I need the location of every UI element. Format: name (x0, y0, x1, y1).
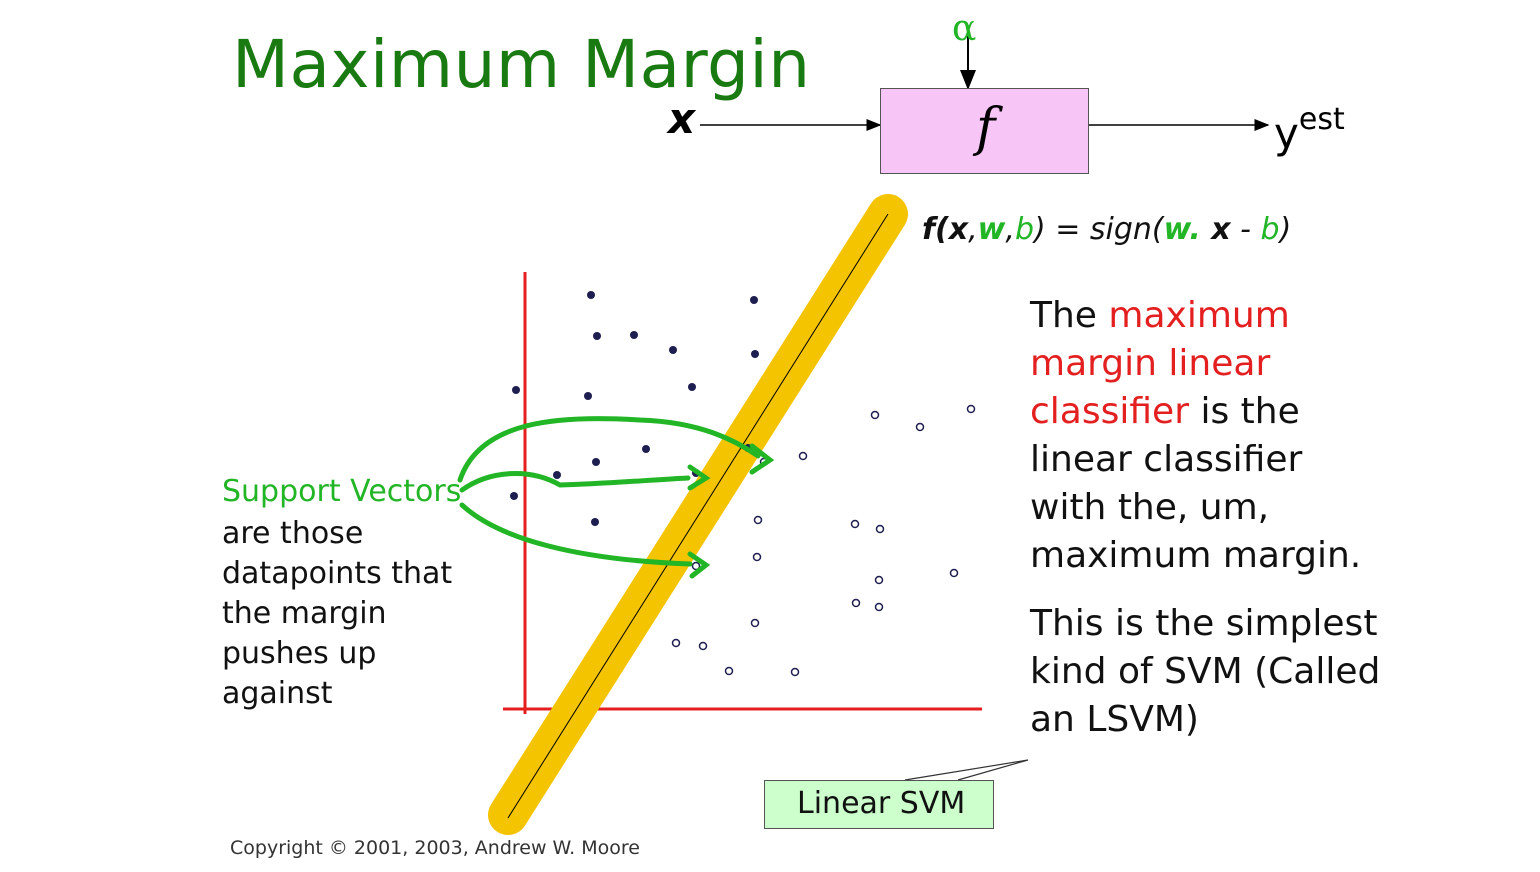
positive-point (750, 296, 758, 304)
negative-point (724, 666, 734, 676)
positive-point (688, 383, 696, 391)
negative-point (874, 575, 884, 585)
linear-svm-label: Linear SVM (797, 786, 966, 821)
classifier-formula: f(x,w,b) = sign(w. x - b) (922, 212, 1291, 247)
positive-point (642, 445, 650, 453)
formula-comma: , (968, 212, 978, 247)
negative-point (698, 641, 708, 651)
decision-boundary (507, 213, 889, 819)
negative-point (850, 519, 860, 529)
sv-arrow-bottom (459, 502, 693, 567)
negative-point (752, 552, 762, 562)
negative-point (966, 404, 976, 414)
negative-point (870, 410, 880, 420)
callout-pointer (904, 759, 1029, 781)
positive-point (592, 458, 600, 466)
negative-point (875, 524, 885, 534)
support-vector-arrows (457, 416, 775, 579)
negative-point (798, 451, 808, 461)
negative-point (851, 598, 861, 608)
sv-hook-bottom (687, 551, 711, 579)
output-symbol: y (1274, 109, 1299, 158)
formula-b: b (1014, 212, 1034, 247)
negative-point (915, 422, 925, 432)
support-vectors-label: Support Vectors (222, 474, 462, 509)
function-label: f (976, 98, 996, 158)
positive-point (593, 332, 601, 340)
output-superscript: est (1298, 102, 1345, 137)
positive-point (751, 350, 759, 358)
negative-point (691, 561, 701, 571)
positive-point (553, 471, 561, 479)
formula-w: w (977, 212, 1006, 247)
positive-point (584, 392, 592, 400)
negative-point (750, 618, 760, 628)
negative-point (671, 638, 681, 648)
formula-f: f( (922, 212, 949, 247)
positive-point (630, 331, 638, 339)
sv-arrow-middle (459, 471, 691, 493)
positive-point (669, 346, 677, 354)
formula-sign: ) = sign( (1033, 212, 1164, 247)
linear-svm-callout (764, 780, 994, 829)
support-vectors-text: are those datapoints that the margin pus… (222, 516, 453, 711)
description-paragraph-1: The maximum margin linear classifier is … (1030, 292, 1390, 580)
formula-comma: , (1005, 212, 1015, 247)
formula-minus: - (1230, 212, 1261, 247)
formula-w: w. (1163, 212, 1201, 247)
input-label: x (668, 94, 696, 143)
formula-close: ) (1279, 212, 1292, 247)
formula-x: x (948, 212, 969, 247)
desc-text: The (1030, 295, 1109, 336)
formula-b: b (1260, 212, 1280, 247)
slide-title: Maximum Margin (232, 26, 811, 103)
negative-point (753, 515, 763, 525)
negative-point (949, 568, 959, 578)
sv-hook-top (749, 443, 775, 475)
negative-point (790, 667, 800, 677)
sv-arrow-top (457, 416, 761, 483)
copyright: Copyright © 2001, 2003, Andrew W. Moore (230, 837, 640, 859)
positive-point (587, 291, 595, 299)
positive-point (591, 518, 599, 526)
sv-hook-middle (687, 464, 711, 491)
negative-point (874, 602, 884, 612)
positive-point (512, 386, 520, 394)
function-box (880, 88, 1089, 174)
desc-highlight: maximum margin linear classifier (1030, 295, 1290, 432)
description-paragraph-2: This is the simplest kind of SVM (Called… (1030, 603, 1381, 740)
param-label: α (952, 8, 977, 49)
output-label: yest (1274, 102, 1345, 158)
formula-x: x (1200, 212, 1231, 247)
desc-text: is the linear classifier with the, um, m… (1030, 391, 1362, 576)
positive-point (510, 492, 518, 500)
